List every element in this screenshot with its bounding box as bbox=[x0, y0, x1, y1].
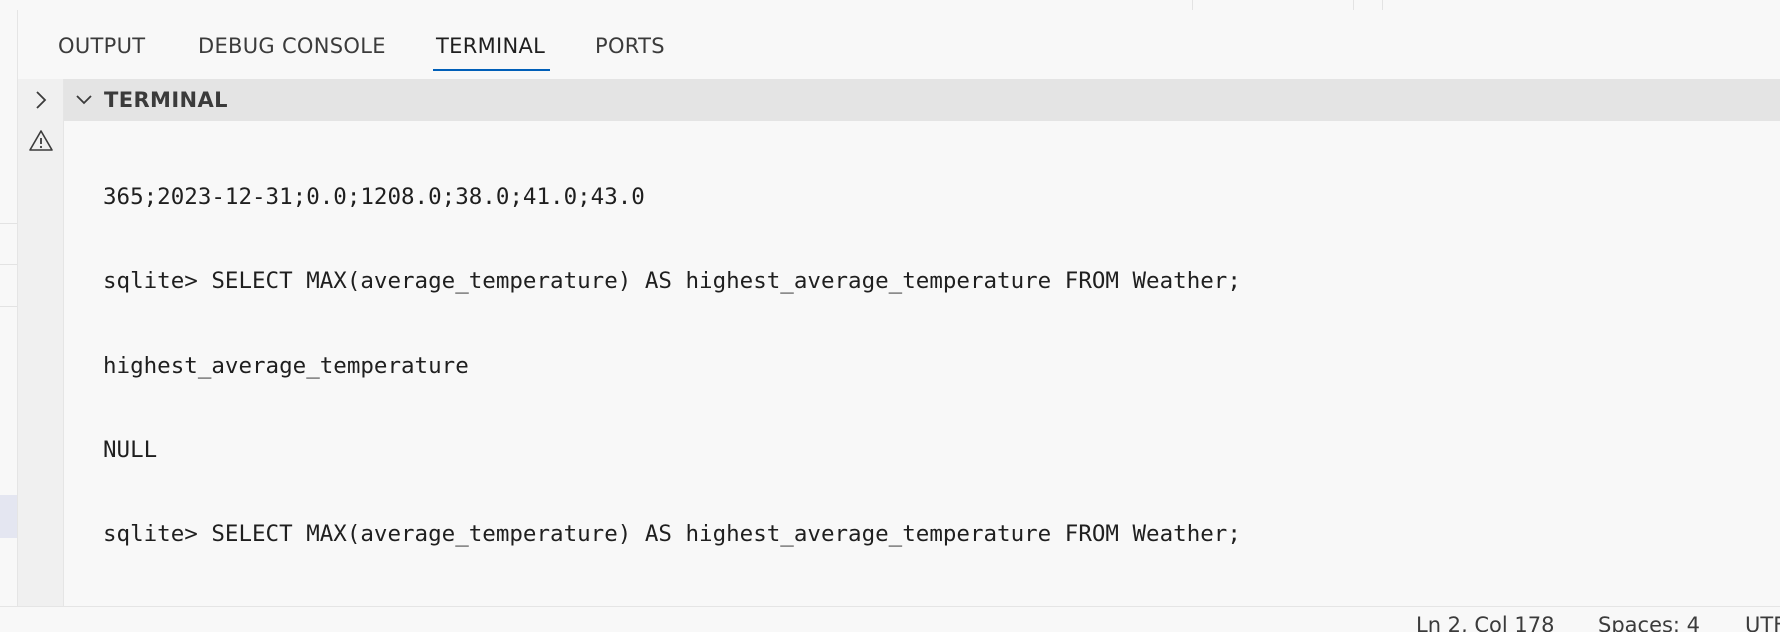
terminal-side-toolbar bbox=[18, 79, 64, 606]
divider bbox=[1192, 0, 1193, 10]
sidebar-edge bbox=[0, 10, 18, 606]
terminal-section-header[interactable]: TERMINAL bbox=[64, 79, 1780, 121]
chevron-right-icon[interactable] bbox=[28, 87, 54, 113]
status-encoding[interactable]: UTF-8 bbox=[1745, 613, 1780, 632]
divider bbox=[1382, 0, 1383, 10]
terminal-line: highest_average_temperature bbox=[103, 352, 469, 379]
divider bbox=[0, 223, 17, 224]
status-indentation[interactable]: Spaces: 4 bbox=[1598, 613, 1701, 632]
tab-output[interactable]: OUTPUT bbox=[58, 34, 146, 58]
tab-ports[interactable]: PORTS bbox=[595, 34, 665, 58]
terminal-line: 365;2023-12-31;0.0;1208.0;38.0;41.0;43.0 bbox=[103, 184, 645, 211]
tab-terminal[interactable]: TERMINAL bbox=[432, 34, 551, 71]
terminal-section-title: TERMINAL bbox=[104, 88, 228, 112]
terminal-output[interactable]: 365;2023-12-31;0.0;1208.0;38.0;41.0;43.0… bbox=[64, 121, 1780, 606]
divider bbox=[0, 264, 17, 265]
divider bbox=[1353, 0, 1354, 10]
divider bbox=[0, 306, 17, 307]
panel-tab-bar: OUTPUT DEBUG CONSOLE TERMINAL PORTS bbox=[18, 10, 1780, 79]
terminal-line: sqlite> SELECT MAX(average_temperature) … bbox=[103, 268, 1241, 295]
warning-icon[interactable] bbox=[28, 128, 54, 154]
terminal-line: NULL bbox=[103, 437, 158, 464]
tab-debug-console[interactable]: DEBUG CONSOLE bbox=[198, 34, 386, 58]
sidebar-selected-item[interactable] bbox=[0, 495, 17, 538]
chevron-down-icon[interactable] bbox=[74, 90, 94, 110]
status-bar: Ln 2, Col 178 Spaces: 4 UTF-8 bbox=[0, 606, 1780, 632]
terminal-lines: 365;2023-12-31;0.0;1208.0;38.0;41.0;43.0… bbox=[103, 127, 1580, 606]
terminal-line: highest_average_temperature bbox=[103, 605, 1580, 607]
status-cursor-position[interactable]: Ln 2, Col 178 bbox=[1416, 613, 1555, 632]
terminal-line: sqlite> SELECT MAX(average_temperature) … bbox=[103, 521, 1241, 548]
